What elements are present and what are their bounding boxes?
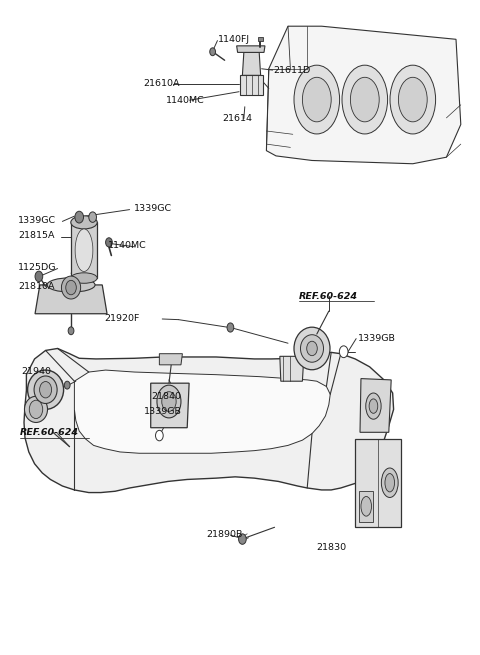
Ellipse shape [385,474,395,492]
Polygon shape [35,285,107,314]
Circle shape [68,327,74,335]
Text: 21610A: 21610A [143,79,180,88]
Polygon shape [151,383,189,428]
Ellipse shape [71,272,97,283]
Circle shape [35,271,43,282]
Text: 21810A: 21810A [18,282,55,291]
Text: 21815A: 21815A [18,231,55,240]
Ellipse shape [294,66,340,134]
Ellipse shape [61,276,81,299]
Ellipse shape [342,66,388,134]
Ellipse shape [294,327,330,369]
Polygon shape [237,46,265,52]
Ellipse shape [350,77,379,122]
Text: 1140FJ: 1140FJ [218,35,251,44]
Ellipse shape [302,77,331,122]
Circle shape [75,211,84,223]
Ellipse shape [47,278,95,292]
Text: 21890B: 21890B [206,530,243,539]
Text: 1339GC: 1339GC [133,204,171,213]
Ellipse shape [162,392,176,411]
Circle shape [64,381,70,389]
Ellipse shape [29,400,43,419]
Text: 21920F: 21920F [105,314,140,324]
Text: REF.60-624: REF.60-624 [299,291,358,301]
Polygon shape [24,348,394,493]
Circle shape [339,346,348,358]
Polygon shape [242,52,261,75]
Text: 21940: 21940 [22,367,51,376]
Ellipse shape [66,280,76,295]
Ellipse shape [366,393,381,419]
Ellipse shape [24,396,48,422]
Ellipse shape [75,229,93,271]
Polygon shape [280,356,304,381]
Circle shape [227,323,234,332]
Text: 1339GB: 1339GB [358,334,396,343]
Text: REF.60-624: REF.60-624 [20,428,79,437]
Polygon shape [360,379,391,432]
Text: 21840: 21840 [151,392,181,401]
Text: 1339GB: 1339GB [144,407,182,417]
Ellipse shape [390,66,436,134]
Polygon shape [258,37,263,41]
Text: 1140MC: 1140MC [166,96,204,105]
Ellipse shape [361,496,372,516]
Circle shape [210,48,216,56]
Ellipse shape [34,376,57,403]
Ellipse shape [157,385,181,418]
Text: 1125DG: 1125DG [18,263,57,272]
Ellipse shape [300,335,324,362]
Polygon shape [159,354,182,365]
Text: 21611D: 21611D [274,66,311,75]
Ellipse shape [39,381,52,398]
Ellipse shape [398,77,427,122]
Text: 21830: 21830 [316,543,346,552]
Ellipse shape [27,370,63,409]
Ellipse shape [307,341,317,356]
Ellipse shape [381,468,398,498]
Text: 1339GC: 1339GC [18,215,56,225]
Circle shape [89,212,96,223]
Polygon shape [359,491,373,522]
Text: 1140MC: 1140MC [108,241,147,250]
Polygon shape [266,26,461,164]
Polygon shape [74,370,330,453]
Ellipse shape [369,399,378,413]
Text: 21614: 21614 [222,114,252,123]
Circle shape [156,430,163,441]
Polygon shape [355,439,401,527]
Circle shape [106,238,112,247]
Polygon shape [71,223,97,278]
Circle shape [239,534,246,544]
Ellipse shape [71,216,97,229]
Polygon shape [240,75,263,95]
